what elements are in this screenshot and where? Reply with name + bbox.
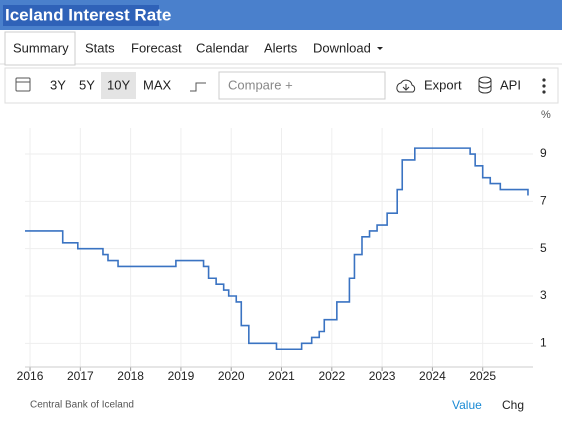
y-tick-label: 5 xyxy=(540,241,547,255)
tab[interactable]: Forecast xyxy=(131,40,182,55)
x-tick-label: 2023 xyxy=(369,369,396,383)
y-tick-label: 3 xyxy=(540,288,547,302)
export-button[interactable]: Export xyxy=(424,77,462,92)
x-tick-label: 2019 xyxy=(168,369,195,383)
tab[interactable]: Alerts xyxy=(264,40,298,55)
y-tick-label: 1 xyxy=(540,336,547,350)
x-tick-label: 2025 xyxy=(469,369,496,383)
plot: 1 3 5 7 9 2016 2017 2018 2019 2020 2021 2022 2023 202… xyxy=(17,128,547,383)
chg-tab[interactable]: Chg xyxy=(502,398,524,412)
calendar-icon[interactable] xyxy=(15,77,31,92)
tab[interactable]: Stats xyxy=(85,40,115,55)
active-tab xyxy=(4,31,76,66)
dropdown-caret xyxy=(377,47,383,50)
chart-type-icon[interactable] xyxy=(190,82,206,92)
series-line xyxy=(25,147,529,351)
x-tick-label: 2018 xyxy=(117,369,144,383)
range-button[interactable]: 3Y xyxy=(50,77,66,92)
x-tick-label: 2022 xyxy=(318,369,345,383)
menu-dots[interactable] xyxy=(542,78,546,94)
x-tick-label: 2024 xyxy=(419,369,446,383)
compare-placeholder: Compare + xyxy=(228,77,293,92)
page-title: Iceland Interest Rate xyxy=(5,5,171,24)
selection xyxy=(3,5,159,26)
x-tick-label: 2020 xyxy=(218,369,245,383)
x-tick-label: 2016 xyxy=(17,369,44,383)
range-button[interactable]: MAX xyxy=(143,77,172,92)
active-range xyxy=(101,72,136,99)
export-icon[interactable] xyxy=(396,79,416,93)
y-tick-label: 7 xyxy=(540,194,547,208)
y-tick-label: 9 xyxy=(540,146,547,160)
x-tick-label: 2021 xyxy=(268,369,295,383)
compare-input[interactable] xyxy=(218,71,386,100)
api-button[interactable]: API xyxy=(500,77,521,92)
range-button[interactable]: 5Y xyxy=(79,77,95,92)
tab[interactable]: Summary xyxy=(13,40,69,55)
value-tab[interactable]: Value xyxy=(452,398,482,412)
api-icon[interactable] xyxy=(478,76,492,94)
tab[interactable]: Calendar xyxy=(196,40,249,55)
source: Central Bank of Iceland xyxy=(30,400,134,411)
x-tick-label: 2017 xyxy=(67,369,94,383)
tab[interactable]: Download xyxy=(313,40,371,55)
range-button[interactable]: 10Y xyxy=(107,77,130,92)
y-unit: % xyxy=(541,109,551,121)
